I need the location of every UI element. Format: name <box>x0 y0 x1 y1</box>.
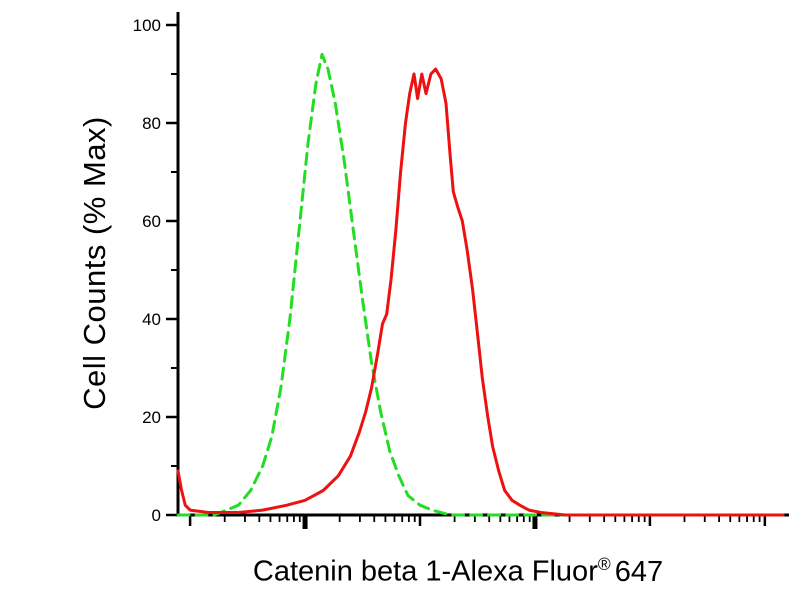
y-tick-label: 80 <box>142 114 161 133</box>
y-tick-label: 20 <box>142 408 161 427</box>
series-green-dashed <box>176 52 785 517</box>
registered-trademark-symbol: ® <box>597 554 611 574</box>
x-axis-label-main: Catenin beta 1-Alexa Fluor <box>252 555 598 588</box>
y-tick-label: 0 <box>152 506 161 525</box>
y-tick-label: 60 <box>142 212 161 231</box>
plot-area: 0 20 40 60 80 100 <box>133 12 789 529</box>
x-axis-label-suffix: 647 <box>614 555 664 588</box>
y-axis-label: Cell Counts (% Max) <box>77 116 112 410</box>
y-tick-label: 100 <box>133 16 161 35</box>
y-tick-label: 40 <box>142 310 161 329</box>
x-axis-label: Catenin beta 1-Alexa Fluor® 647 <box>123 554 793 589</box>
series-red-solid <box>176 67 785 517</box>
